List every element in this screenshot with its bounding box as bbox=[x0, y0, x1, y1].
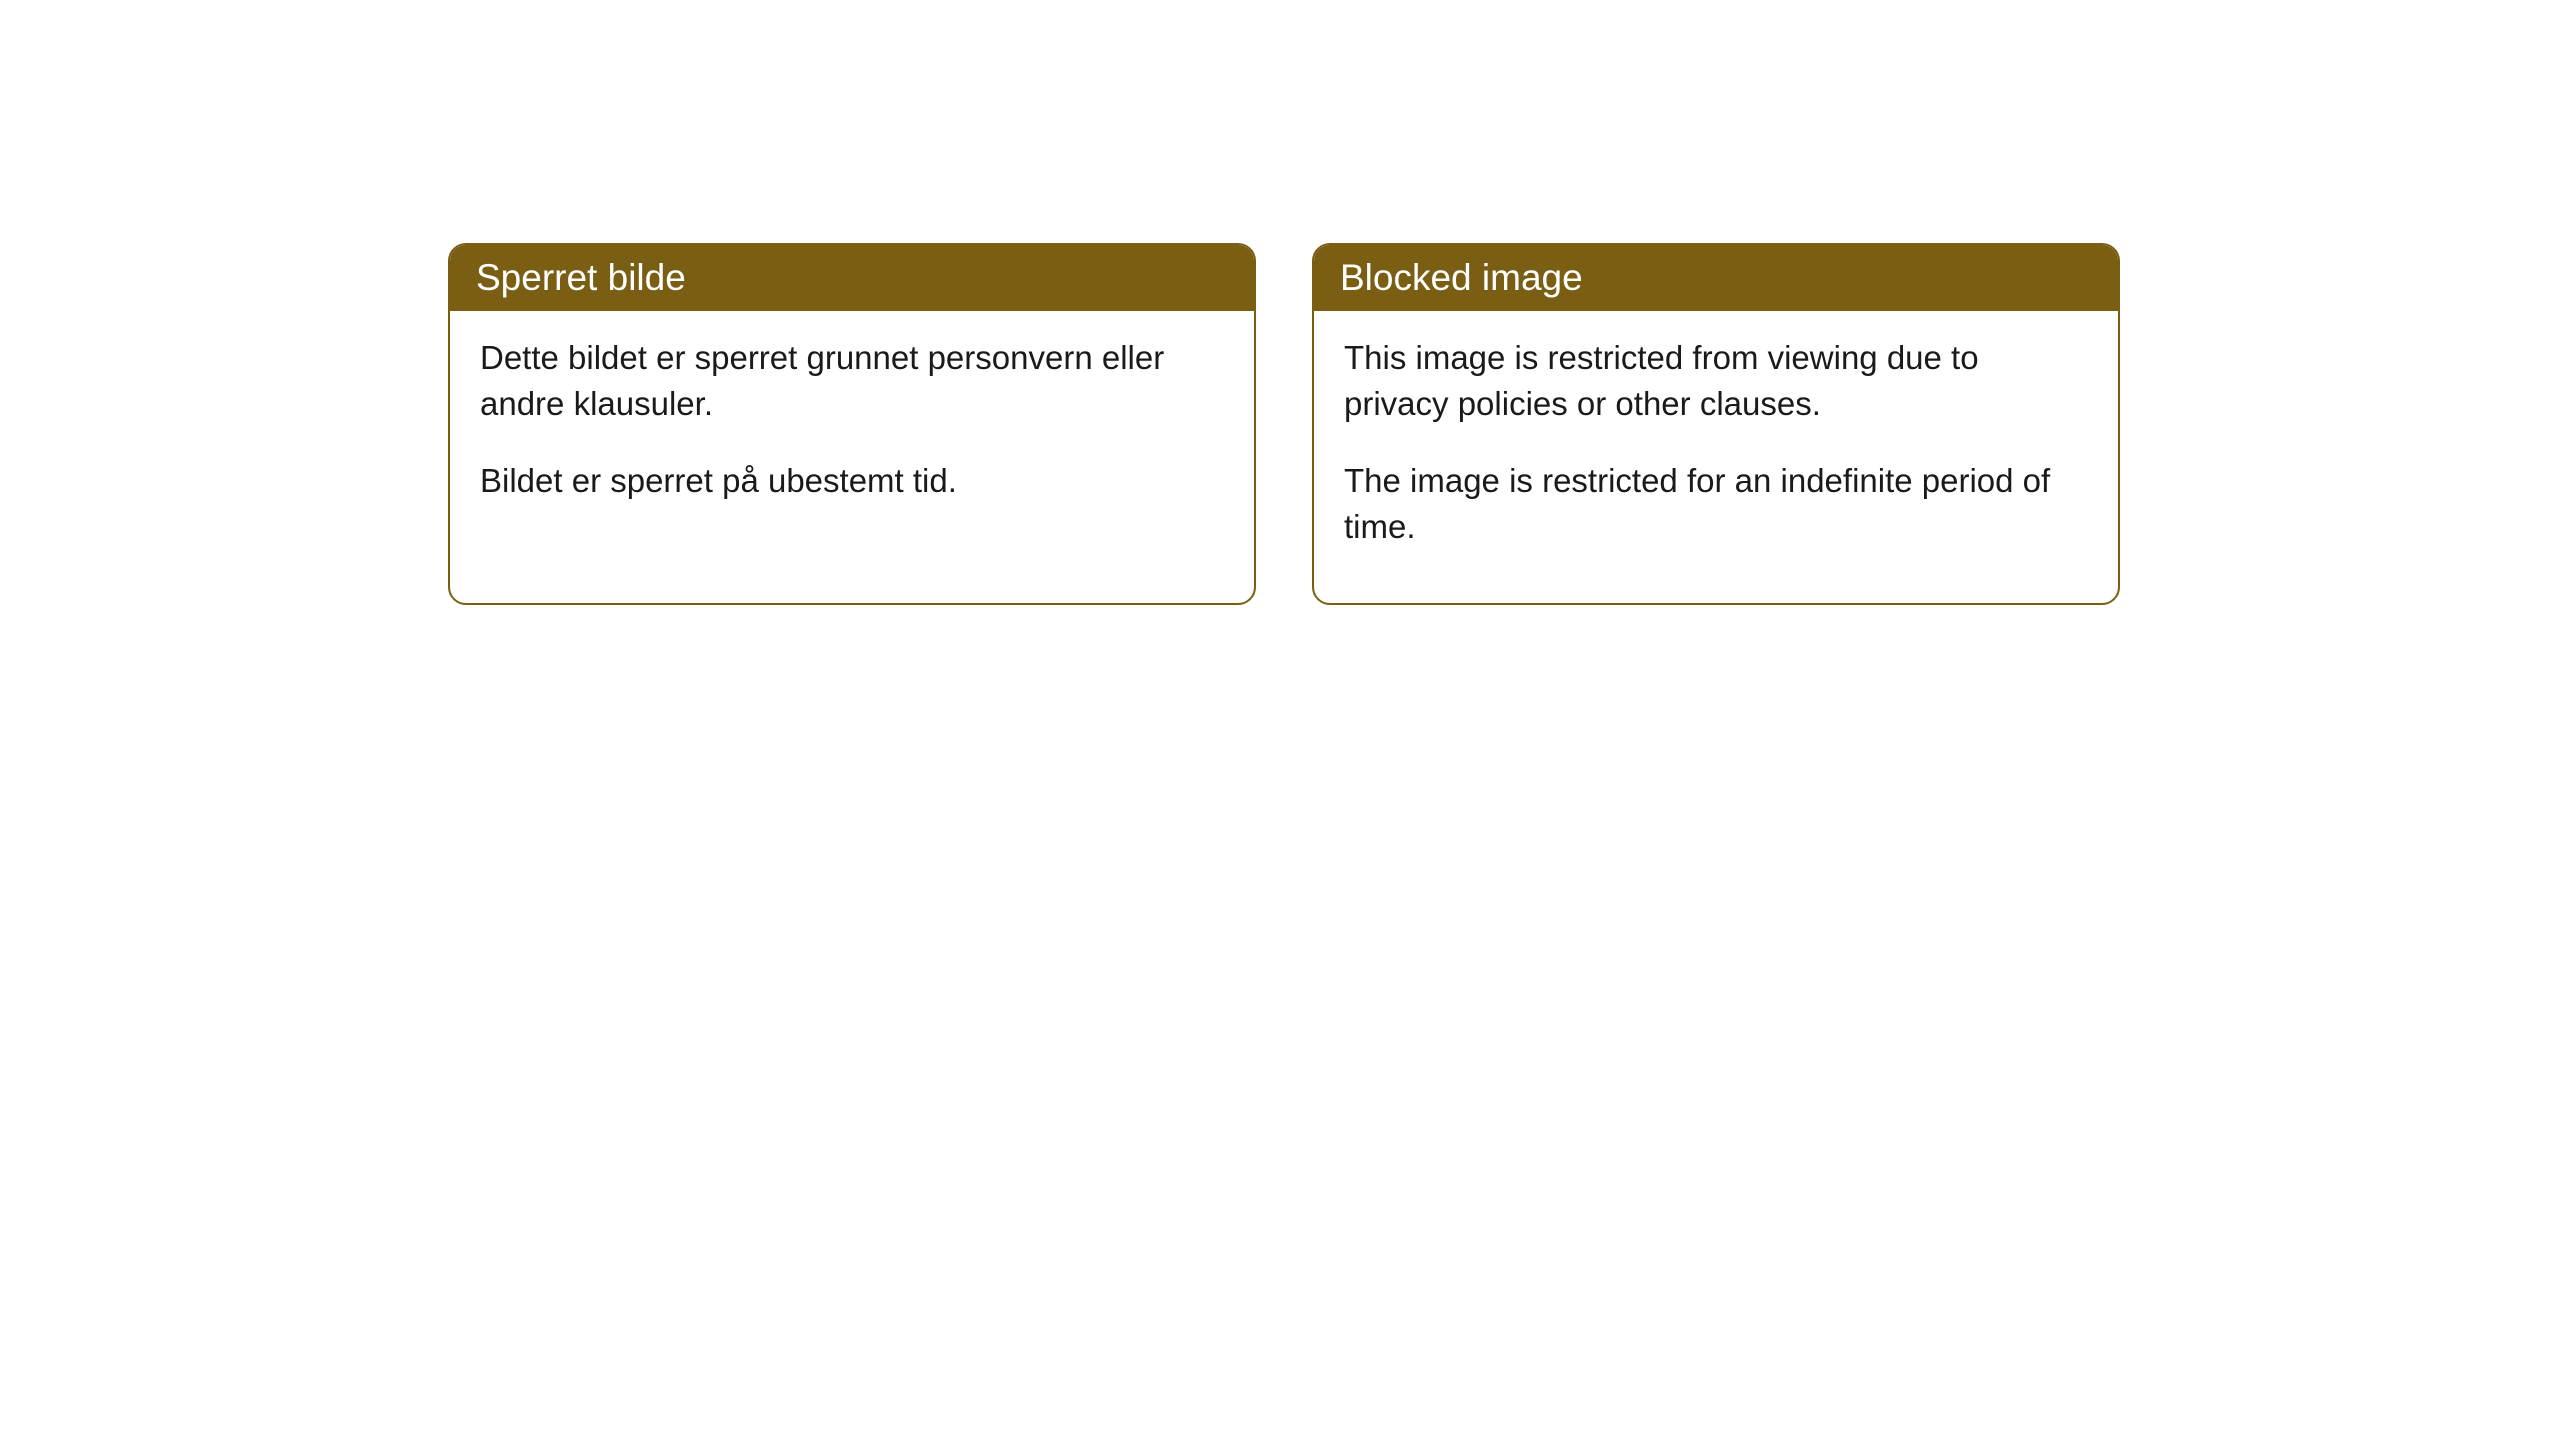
card-paragraph-1: This image is restricted from viewing du… bbox=[1344, 335, 2088, 426]
notice-container: Sperret bilde Dette bildet er sperret gr… bbox=[0, 0, 2560, 605]
card-body: Dette bildet er sperret grunnet personve… bbox=[450, 311, 1254, 558]
card-paragraph-2: Bildet er sperret på ubestemt tid. bbox=[480, 458, 1224, 504]
card-title: Sperret bilde bbox=[476, 257, 686, 298]
card-paragraph-1: Dette bildet er sperret grunnet personve… bbox=[480, 335, 1224, 426]
card-paragraph-2: The image is restricted for an indefinit… bbox=[1344, 458, 2088, 549]
notice-card-english: Blocked image This image is restricted f… bbox=[1312, 243, 2120, 605]
card-header: Sperret bilde bbox=[450, 245, 1254, 311]
card-title: Blocked image bbox=[1340, 257, 1583, 298]
card-header: Blocked image bbox=[1314, 245, 2118, 311]
card-body: This image is restricted from viewing du… bbox=[1314, 311, 2118, 603]
notice-card-norwegian: Sperret bilde Dette bildet er sperret gr… bbox=[448, 243, 1256, 605]
